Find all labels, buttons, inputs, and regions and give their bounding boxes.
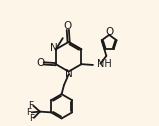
Text: O: O (105, 27, 113, 37)
Text: F: F (27, 108, 32, 117)
Text: N: N (65, 69, 73, 79)
Text: O: O (36, 58, 44, 68)
Text: F: F (29, 114, 34, 123)
Text: O: O (64, 21, 72, 31)
Text: N: N (50, 42, 58, 53)
Text: F: F (28, 101, 34, 110)
Text: NH: NH (97, 59, 112, 69)
